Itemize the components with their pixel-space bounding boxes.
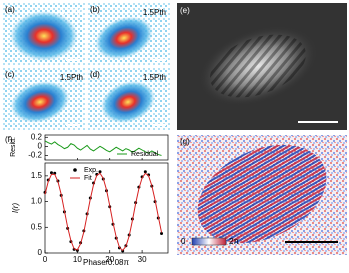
legend-label: Fit xyxy=(84,175,92,182)
y-tick-label: 1.0 xyxy=(31,197,43,206)
panel-c: (c) 1.5Pth xyxy=(3,68,85,130)
plot-frame xyxy=(44,162,169,254)
panel-d: (d) 1.5Pth xyxy=(88,68,170,130)
panel-label: (d) xyxy=(90,70,100,79)
legend-label: Exp. xyxy=(84,167,98,174)
power-label: 1.5Pth xyxy=(143,73,166,82)
panel-g: 0 2π (g) xyxy=(177,135,347,255)
x-tick-label: 20 xyxy=(105,255,114,264)
fit-line xyxy=(44,172,163,252)
intensity-spot xyxy=(100,80,156,124)
data-point xyxy=(143,170,147,174)
legend-marker xyxy=(73,168,77,172)
colorbar xyxy=(191,237,227,246)
legend-label: Residual xyxy=(131,151,159,158)
y-tick-label: 0 xyxy=(38,248,43,257)
intensity-spot xyxy=(94,16,154,60)
panel-a: (a) 0.5Pth xyxy=(3,3,85,65)
y-tick-label: 1.5 xyxy=(31,171,43,180)
panel-label: (g) xyxy=(180,137,190,146)
residual-line xyxy=(44,140,162,156)
colorbar-min: 0 xyxy=(181,237,186,246)
data-point xyxy=(49,171,53,175)
intensity-spot xyxy=(10,11,78,61)
panel-f: (f) Phase/0.08π Resid. I(r) 0 10 20 30 0 0.5 1… xyxy=(5,132,169,267)
y-axis-label: I(r) xyxy=(11,203,20,214)
power-label: 1.5Pth xyxy=(143,8,166,17)
power-label: 1.5Pth xyxy=(60,73,83,82)
data-point xyxy=(98,170,102,174)
panel-b: (b) 1.5Pth xyxy=(88,3,170,65)
panel-label: (f) xyxy=(5,135,13,144)
y2-tick-label: 0.2 xyxy=(31,132,43,141)
residual-frame xyxy=(44,134,169,161)
panel-e: (e) xyxy=(177,3,347,130)
data-point xyxy=(160,231,164,235)
x-tick-label: 10 xyxy=(73,255,82,264)
panel-label: (c) xyxy=(5,70,15,79)
x-tick-label: 0 xyxy=(43,255,48,264)
x-tick-label: 30 xyxy=(138,255,147,264)
panel-label: (a) xyxy=(5,5,15,14)
y2-axis-label: Resid. xyxy=(10,137,17,157)
panel-label: (b) xyxy=(90,5,100,14)
y2-tick-label: -0.2 xyxy=(28,151,42,160)
x-axis-label: Phase/0.08π xyxy=(83,258,129,267)
colorbar-max: 2π xyxy=(229,237,239,246)
fringes xyxy=(210,34,306,98)
y2-tick-label: 0 xyxy=(38,141,43,150)
panel-label: (e) xyxy=(180,6,190,15)
power-label: 0.5Pth xyxy=(60,8,83,17)
intensity-spot xyxy=(10,81,70,123)
y-tick-label: 0.5 xyxy=(31,222,43,231)
